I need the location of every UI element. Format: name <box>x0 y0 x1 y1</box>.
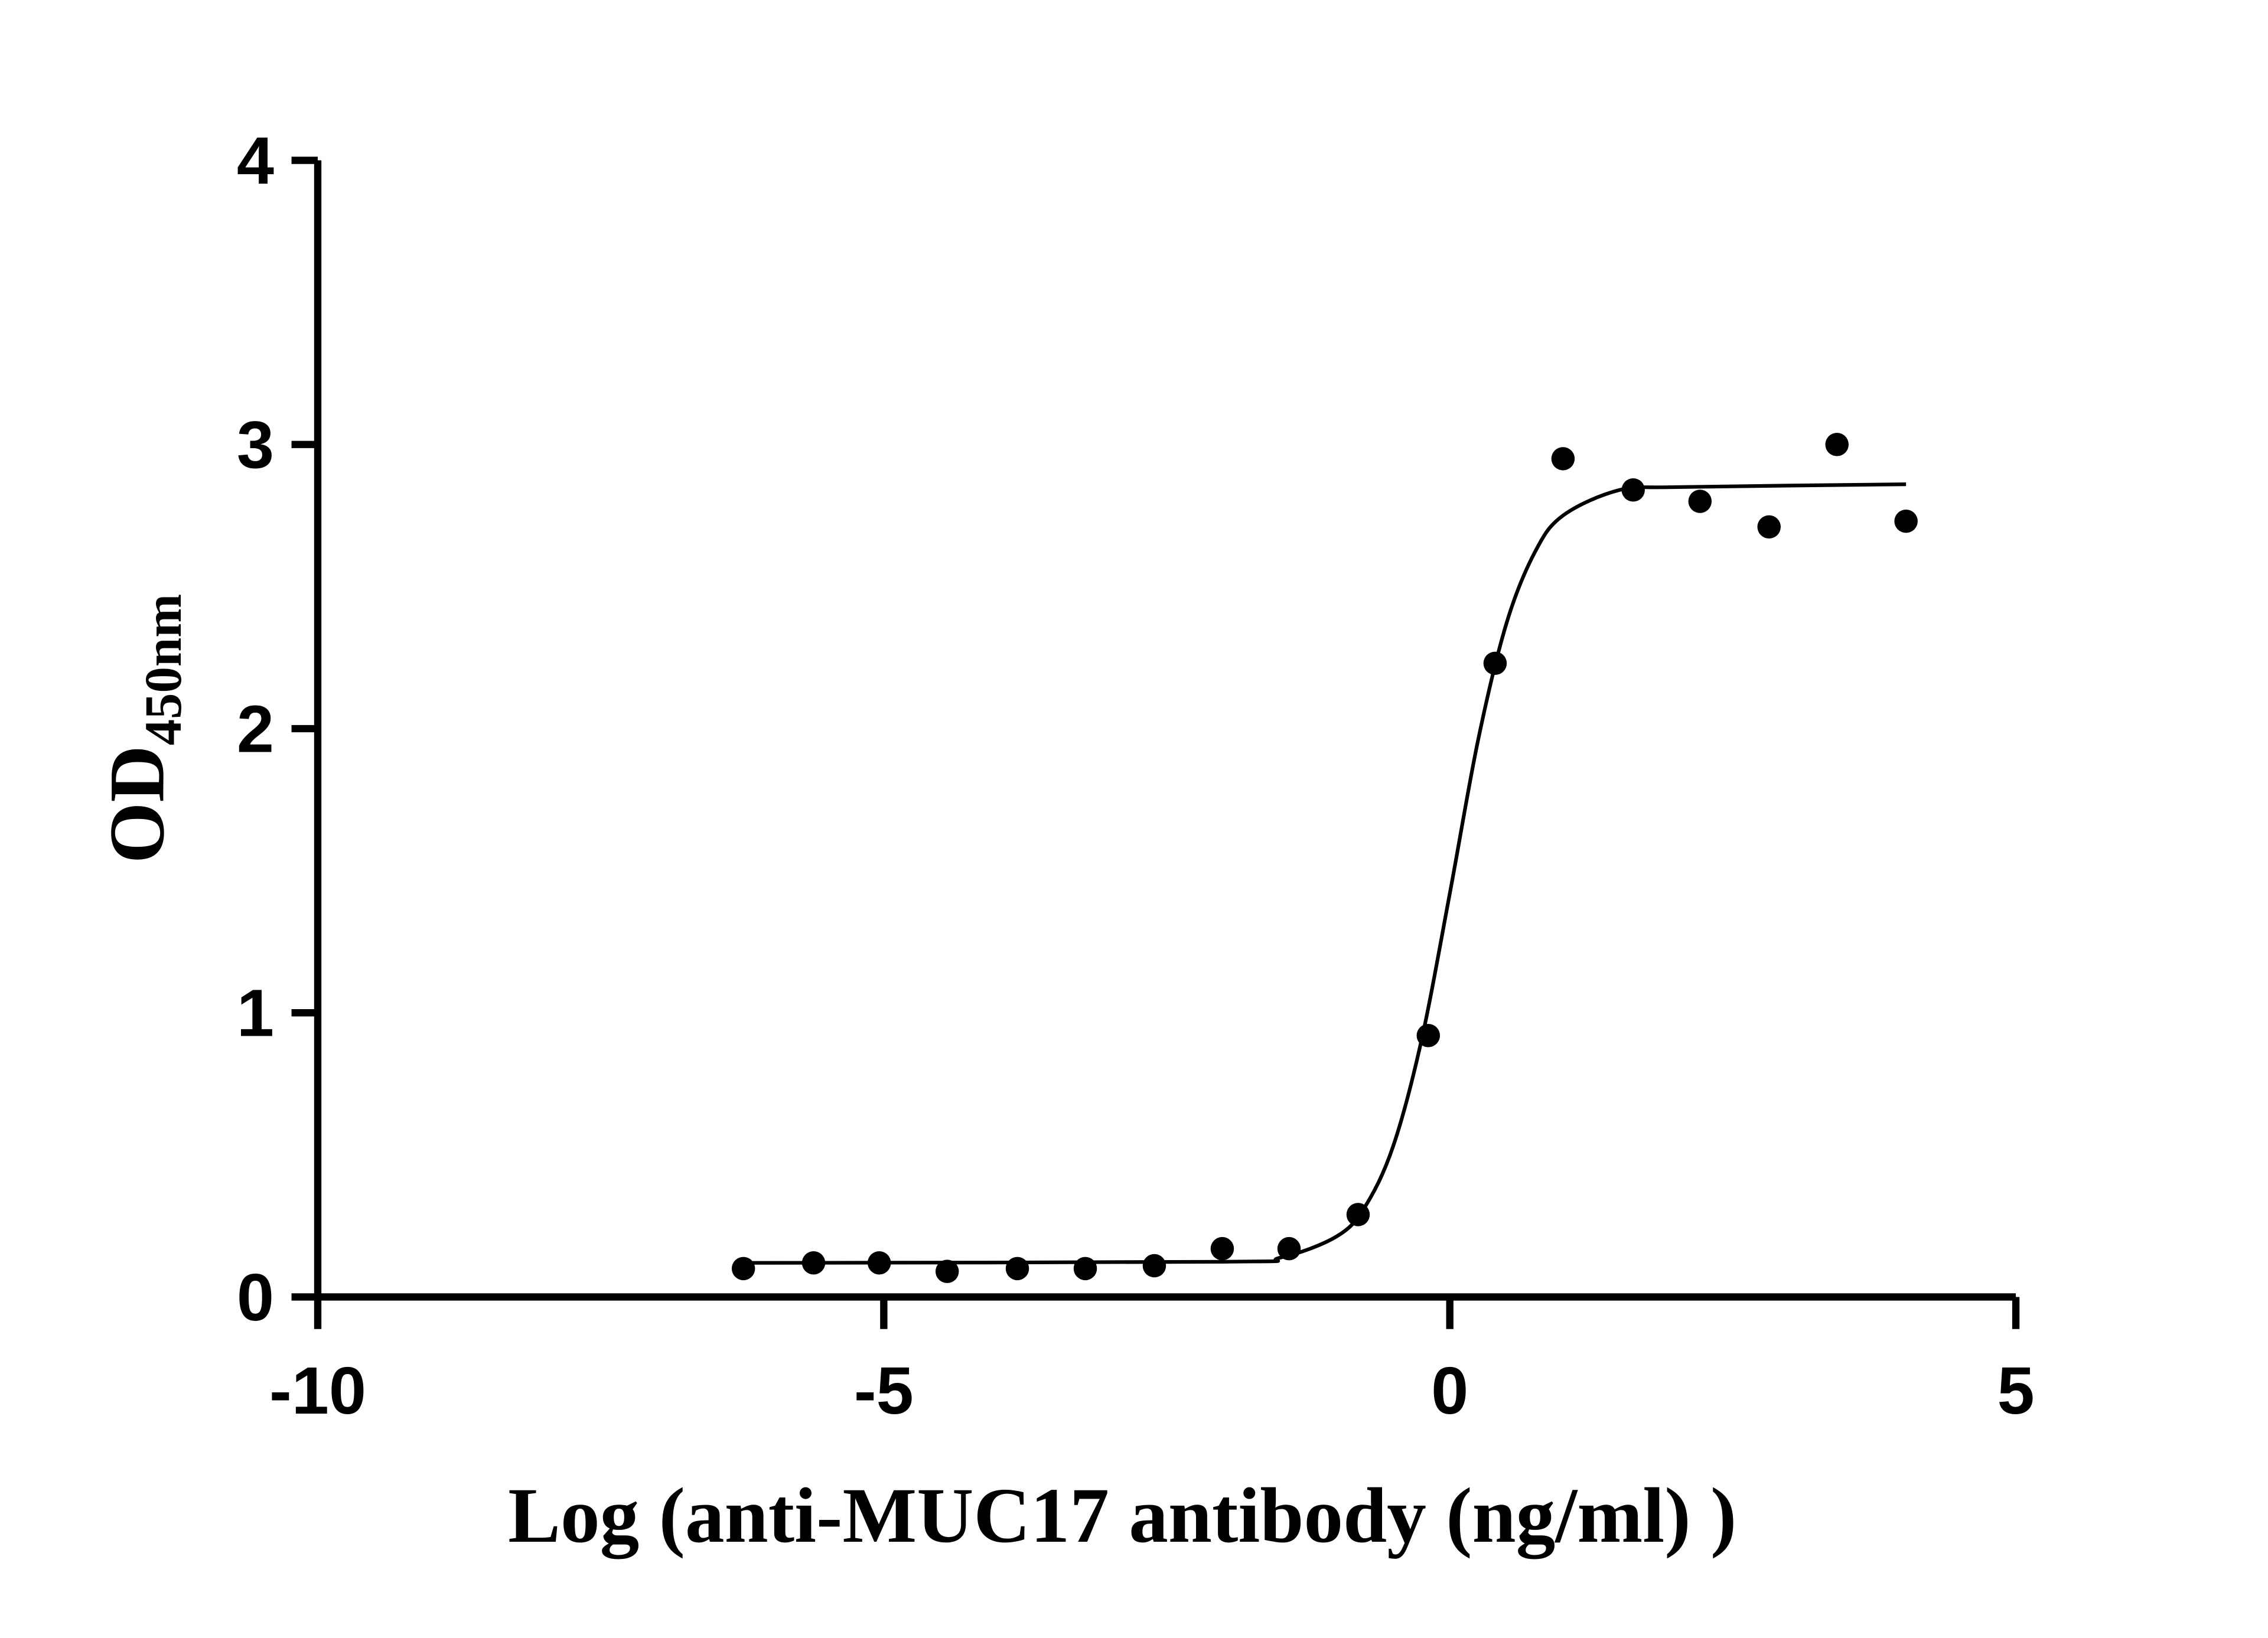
y-tick-label: 0 <box>237 1260 274 1335</box>
fit-curve <box>743 482 1907 1265</box>
x-axis-label: Log (anti-MUC17 antibody (ng/ml) ) <box>508 1471 1736 1559</box>
data-point <box>935 1260 959 1283</box>
data-point <box>1688 490 1712 513</box>
data-point <box>1757 515 1781 539</box>
data-point <box>731 1257 755 1281</box>
y-axis-label-main: OD <box>93 745 180 863</box>
x-tick-label: 0 <box>1431 1353 1468 1428</box>
data-point <box>1825 433 1849 456</box>
data-point <box>1346 1203 1370 1226</box>
x-tick-label: -5 <box>854 1353 914 1428</box>
data-point <box>1894 509 1918 533</box>
data-point <box>801 1251 826 1275</box>
y-axis-label: OD450nm <box>93 594 193 864</box>
y-tick-label: 1 <box>237 976 274 1051</box>
x-tick-label: 5 <box>1997 1353 2034 1428</box>
data-point <box>1621 478 1645 502</box>
y-tick-label: 2 <box>237 691 274 766</box>
data-point <box>1483 651 1507 676</box>
data-point <box>1277 1236 1301 1261</box>
y-tick-label: 4 <box>237 123 274 198</box>
data-point <box>1210 1236 1234 1261</box>
y-axis-label-sub: 450nm <box>135 594 193 746</box>
data-point <box>1551 447 1575 471</box>
data-point <box>1142 1254 1166 1278</box>
data-point <box>867 1251 891 1275</box>
data-point <box>1073 1257 1097 1281</box>
x-tick-label: -10 <box>269 1353 366 1428</box>
data-point <box>1005 1257 1029 1281</box>
data-point <box>1416 1023 1441 1048</box>
y-tick-label: 3 <box>237 407 274 482</box>
